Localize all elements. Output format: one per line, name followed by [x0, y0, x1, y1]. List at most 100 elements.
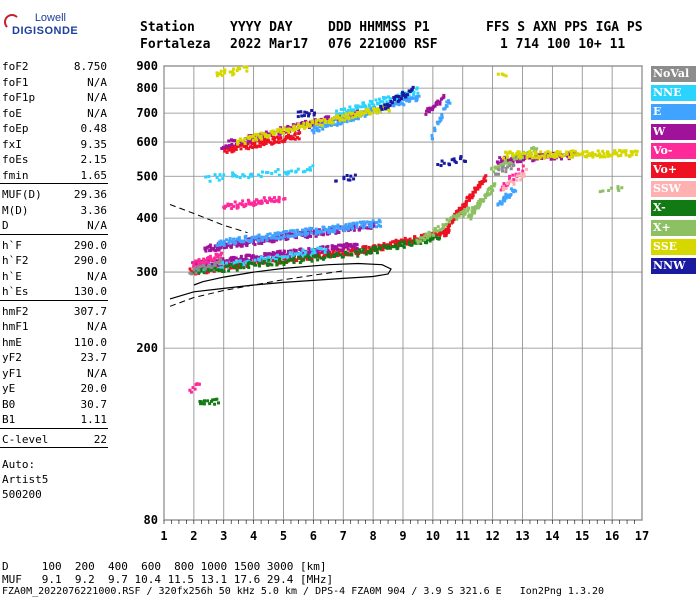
echo-point — [311, 254, 315, 258]
echo-point — [266, 256, 270, 260]
echo-point — [335, 123, 339, 127]
echo-point — [386, 105, 390, 109]
echo-point — [259, 200, 263, 204]
echo-point — [266, 171, 270, 175]
echo-point — [388, 246, 392, 250]
echo-point — [299, 110, 303, 114]
echo-point — [500, 202, 504, 206]
echo-point — [310, 231, 314, 235]
echo-point — [324, 124, 328, 128]
echo-point — [412, 239, 416, 243]
echo-point — [371, 246, 375, 250]
echo-point — [247, 239, 251, 243]
echo-point — [498, 200, 502, 204]
echo-point — [221, 145, 225, 149]
echo-point — [349, 249, 353, 253]
echo-point — [331, 116, 335, 120]
echo-point — [316, 254, 320, 258]
echo-point — [452, 157, 456, 161]
echo-point — [201, 260, 205, 264]
echo-point — [250, 201, 254, 205]
echo-point — [282, 262, 286, 266]
legend-item-x: X+ — [651, 219, 696, 236]
echo-point — [371, 219, 375, 223]
echo-point — [322, 225, 326, 229]
echo-point — [253, 200, 257, 204]
echo-point — [397, 103, 401, 107]
echo-point — [439, 118, 443, 122]
echo-point — [232, 149, 236, 153]
echo-point — [304, 231, 308, 235]
echo-point — [261, 236, 265, 240]
echo-point — [309, 254, 313, 258]
echo-point — [610, 186, 614, 190]
echo-point — [631, 150, 635, 154]
legend-item-sse: SSE — [651, 238, 696, 255]
echo-point — [318, 123, 322, 127]
echo-point — [249, 140, 253, 144]
echo-point — [271, 236, 275, 240]
echo-point — [333, 253, 337, 257]
echo-point — [292, 137, 296, 141]
y-tick-label: 900 — [136, 59, 158, 73]
echo-point — [451, 220, 455, 224]
echo-point — [274, 170, 278, 174]
echo-point — [440, 116, 444, 120]
echo-point — [206, 270, 210, 274]
echo-point — [316, 258, 320, 262]
echo-point — [205, 246, 209, 250]
echo-point — [208, 402, 212, 406]
echo-point — [501, 156, 505, 160]
echo-point — [216, 268, 220, 272]
echo-point — [189, 390, 193, 394]
echo-point — [491, 189, 495, 193]
echo-point — [550, 154, 554, 158]
echo-point — [445, 104, 449, 108]
echo-point — [505, 157, 509, 161]
echo-point — [362, 247, 366, 251]
echo-point — [361, 245, 365, 249]
echo-point — [378, 110, 382, 114]
echo-point — [295, 136, 299, 140]
echo-point — [438, 116, 442, 120]
echo-point — [390, 101, 394, 105]
echo-point — [264, 137, 268, 141]
echo-point — [370, 99, 374, 103]
echo-point — [232, 72, 236, 76]
echo-point — [438, 233, 442, 237]
echo-point — [542, 154, 546, 158]
echo-point — [419, 233, 423, 237]
echo-point — [463, 211, 467, 215]
echo-point — [312, 248, 316, 252]
echo-point — [314, 119, 318, 123]
echo-point — [598, 190, 602, 194]
echo-point — [274, 199, 278, 203]
echo-point — [407, 240, 411, 244]
echo-point — [304, 125, 308, 129]
echo-point — [617, 188, 621, 192]
echo-point — [247, 261, 251, 265]
echo-point — [234, 241, 238, 245]
echo-point — [517, 155, 521, 159]
echo-point — [305, 121, 309, 125]
echo-point — [413, 241, 417, 245]
echo-point — [302, 258, 306, 262]
echo-point — [478, 202, 482, 206]
echo-point — [209, 258, 213, 262]
echo-point — [294, 170, 298, 174]
echo-point — [530, 146, 534, 150]
echo-point — [392, 98, 396, 102]
echo-point — [382, 105, 386, 109]
echo-point — [320, 247, 324, 251]
echo-point — [354, 246, 358, 250]
auto-line-2: 500200 — [2, 488, 42, 501]
echo-point — [243, 137, 247, 141]
echo-point — [300, 259, 304, 263]
echo-point — [295, 127, 299, 131]
echo-point — [607, 189, 611, 193]
echo-point — [194, 383, 198, 387]
echo-point — [478, 185, 482, 189]
echo-point — [539, 150, 543, 154]
echo-point — [285, 253, 289, 257]
echo-point — [239, 256, 243, 260]
